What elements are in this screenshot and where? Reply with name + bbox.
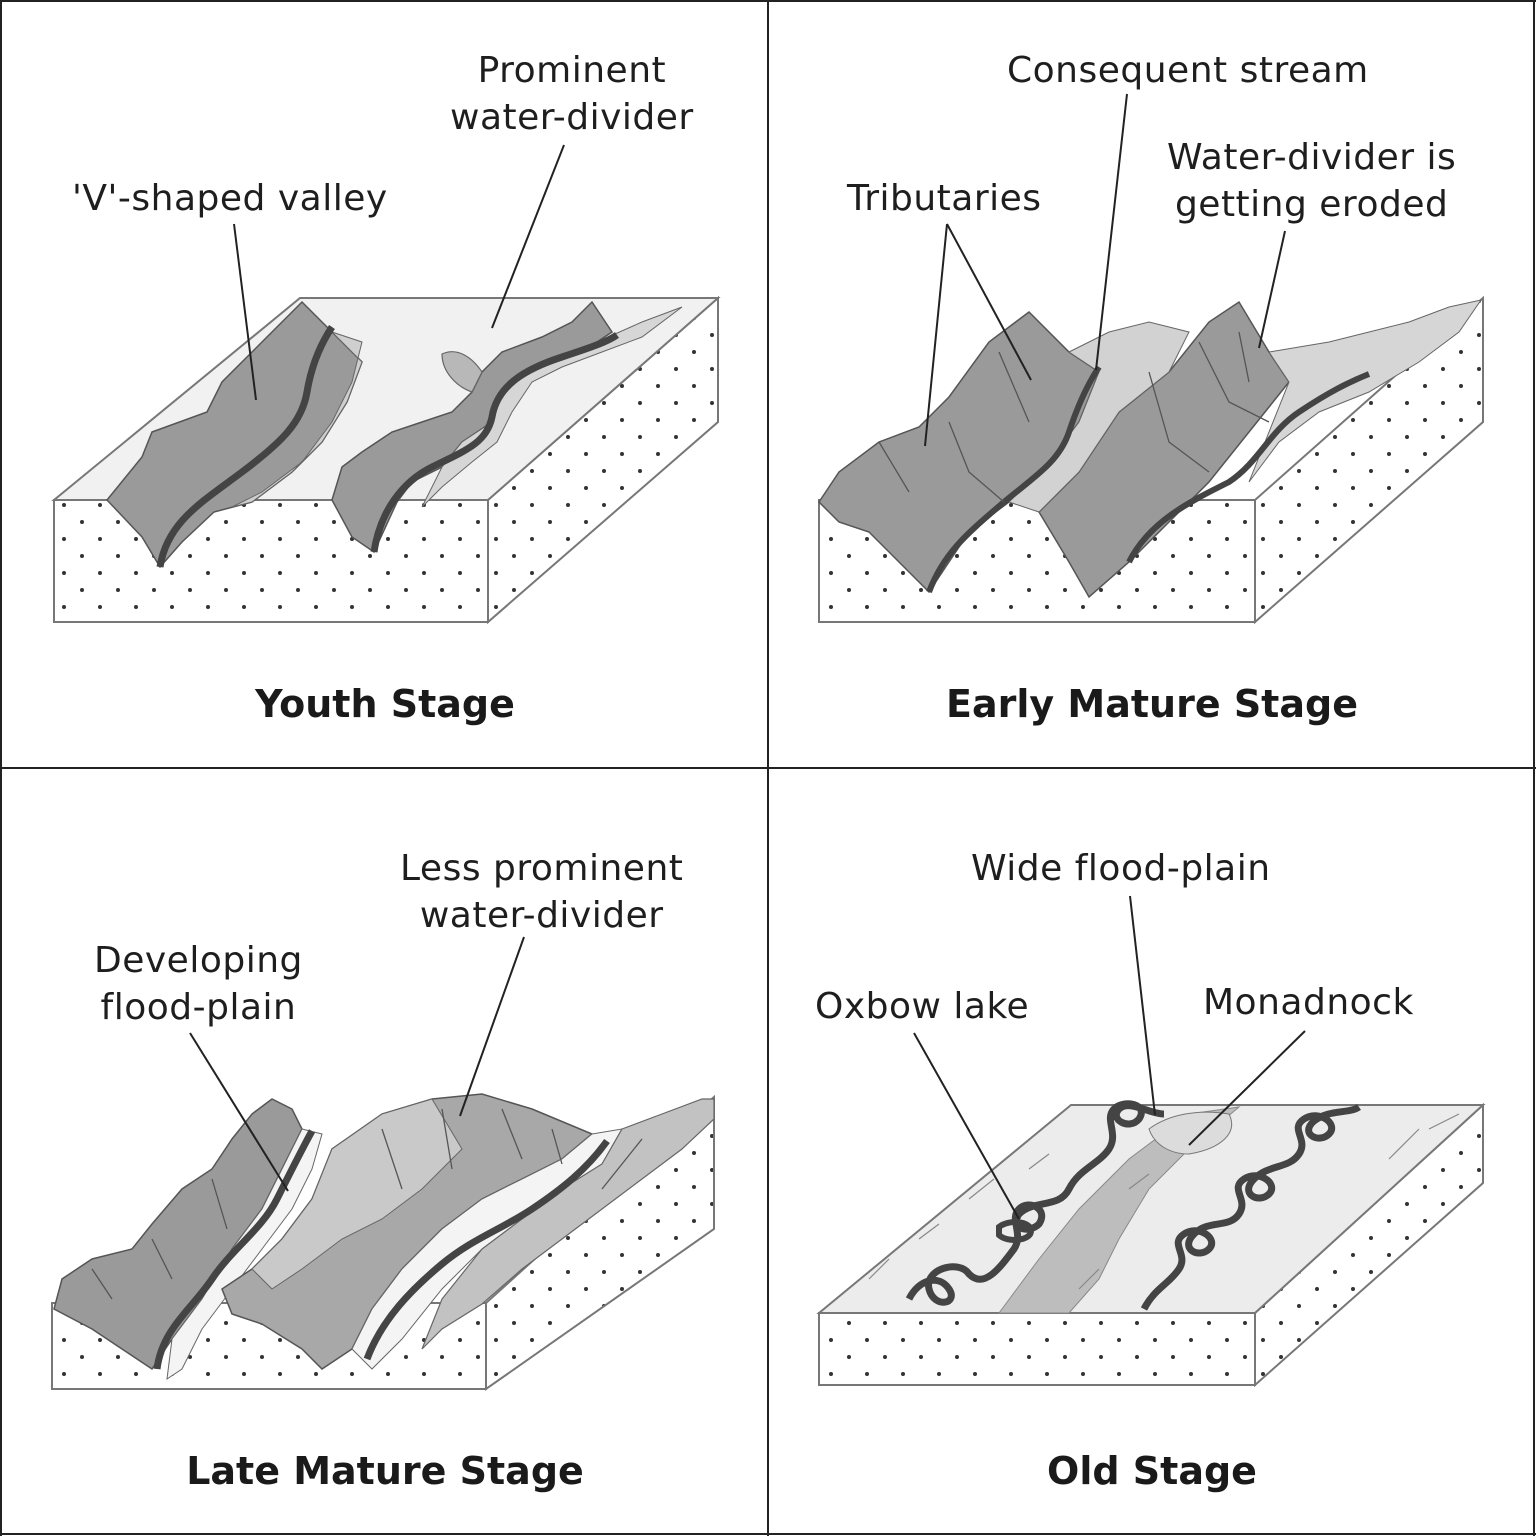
valley-1-light-slope bbox=[231, 331, 363, 508]
early-mature-stage-panel: Consequent stream Tributaries Water-divi… bbox=[769, 2, 1535, 768]
prominent-water-divider-label: Prominent water-divider bbox=[450, 50, 694, 138]
valley-2-river bbox=[370, 332, 620, 553]
valley-1-river bbox=[156, 325, 335, 568]
texture-lines bbox=[868, 1113, 1460, 1290]
divider-leader bbox=[459, 936, 525, 1117]
v-valley-leader bbox=[233, 223, 257, 401]
consequent-stream-leader bbox=[1095, 93, 1128, 371]
river-left bbox=[153, 1129, 316, 1370]
youth-stage-block-diagram bbox=[51, 144, 721, 625]
tributaries-label: Tributaries bbox=[847, 178, 1042, 219]
water-divider-eroded-label: Water-divider is getting eroded bbox=[1167, 137, 1457, 225]
hillside-lines bbox=[91, 1108, 643, 1300]
middle-ridge-light bbox=[251, 1098, 463, 1290]
old-stage-panel: Wide flood-plain Oxbow lake Monadnock Ol… bbox=[769, 769, 1535, 1535]
tributary-lines bbox=[878, 331, 1270, 503]
meander-river-left bbox=[905, 1100, 1165, 1306]
oxbow-lake bbox=[996, 1219, 1035, 1243]
late-mature-stage-panel: Less prominent water-divider Developing … bbox=[2, 769, 768, 1535]
plain-surface bbox=[816, 1104, 1486, 1314]
monadnock-leader bbox=[1188, 1030, 1306, 1146]
early-mature-block-diagram bbox=[818, 93, 1484, 625]
late-mature-block-diagram bbox=[51, 936, 715, 1391]
consequent-stream-label: Consequent stream bbox=[1007, 50, 1369, 91]
early-mature-stage-title: Early Mature Stage bbox=[946, 682, 1358, 726]
tributaries-leader-2 bbox=[946, 223, 1032, 381]
water-divider-leader bbox=[1258, 230, 1286, 349]
oxbow-lake-label: Oxbow lake bbox=[815, 986, 1030, 1027]
v-shaped-valley-label: 'V'-shaped valley bbox=[72, 178, 388, 219]
consequent-stream-right bbox=[1126, 371, 1371, 564]
old-stage-block-diagram bbox=[816, 895, 1486, 1388]
late-mature-stage-title: Late Mature Stage bbox=[186, 1449, 584, 1493]
ridge-light-1 bbox=[1008, 321, 1190, 513]
block-front-face bbox=[818, 1312, 1256, 1386]
wide-floodplain-label: Wide flood-plain bbox=[971, 848, 1271, 889]
valley-2-inlet bbox=[441, 351, 483, 393]
old-stage-title: Old Stage bbox=[1047, 1449, 1257, 1493]
less-prominent-divider-label: Less prominent water-divider bbox=[400, 848, 684, 936]
floodplain-leader bbox=[189, 1032, 289, 1192]
tributaries-leader-1 bbox=[924, 223, 948, 447]
youth-stage-title: Youth Stage bbox=[255, 682, 515, 726]
divider-leader bbox=[491, 144, 565, 329]
monadnock-label: Monadnock bbox=[1203, 982, 1414, 1023]
block-front-face bbox=[53, 499, 489, 623]
oxbow-leader bbox=[913, 1032, 1020, 1220]
consequent-stream-left bbox=[926, 365, 1102, 594]
horizontal-divider bbox=[0, 767, 1536, 769]
developing-floodplain-label: Developing flood-plain bbox=[94, 940, 303, 1028]
youth-stage-panel: 'V'-shaped valley Prominent water-divide… bbox=[2, 2, 768, 768]
river-right bbox=[363, 1138, 610, 1361]
meander-river-right bbox=[1140, 1103, 1362, 1311]
floodplain-leader bbox=[1129, 895, 1156, 1116]
